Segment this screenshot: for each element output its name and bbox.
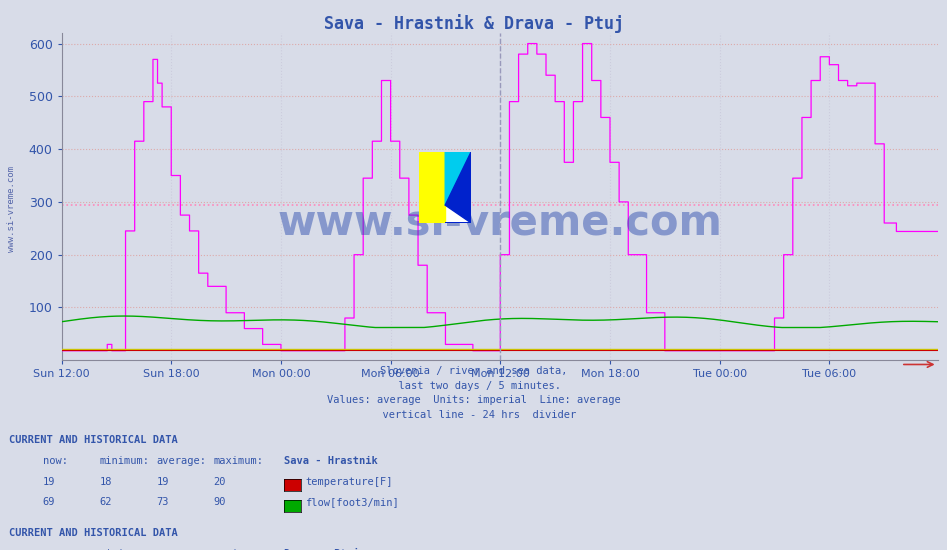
Text: Slovenia / river and sea data,
  last two days / 5 minutes.
Values: average  Uni: Slovenia / river and sea data, last two …: [327, 366, 620, 420]
Text: CURRENT AND HISTORICAL DATA: CURRENT AND HISTORICAL DATA: [9, 434, 178, 445]
Text: now:: now:: [43, 455, 67, 466]
Text: www.si-vreme.com: www.si-vreme.com: [7, 166, 16, 252]
Text: average:: average:: [156, 455, 206, 466]
Text: minimum:: minimum:: [99, 548, 150, 550]
Text: 90: 90: [213, 497, 225, 508]
Text: 62: 62: [99, 497, 112, 508]
Text: 73: 73: [156, 497, 169, 508]
Text: 18: 18: [99, 476, 112, 487]
Text: www.si-vreme.com: www.si-vreme.com: [277, 202, 722, 244]
Text: 19: 19: [43, 476, 55, 487]
Bar: [420, 151, 445, 223]
Polygon shape: [445, 151, 472, 205]
Text: 69: 69: [43, 497, 55, 508]
Text: Sava - Hrastnik: Sava - Hrastnik: [284, 455, 378, 466]
Text: Drava - Ptuj: Drava - Ptuj: [284, 548, 359, 550]
Text: average:: average:: [156, 548, 206, 550]
Text: temperature[F]: temperature[F]: [305, 476, 392, 487]
Polygon shape: [445, 151, 472, 223]
Text: 19: 19: [156, 476, 169, 487]
Text: 20: 20: [213, 476, 225, 487]
Text: minimum:: minimum:: [99, 455, 150, 466]
Text: now:: now:: [43, 548, 67, 550]
Text: Sava - Hrastnik & Drava - Ptuj: Sava - Hrastnik & Drava - Ptuj: [324, 14, 623, 33]
Text: maximum:: maximum:: [213, 455, 263, 466]
Text: maximum:: maximum:: [213, 548, 263, 550]
Text: CURRENT AND HISTORICAL DATA: CURRENT AND HISTORICAL DATA: [9, 527, 178, 538]
Text: flow[foot3/min]: flow[foot3/min]: [305, 497, 399, 508]
